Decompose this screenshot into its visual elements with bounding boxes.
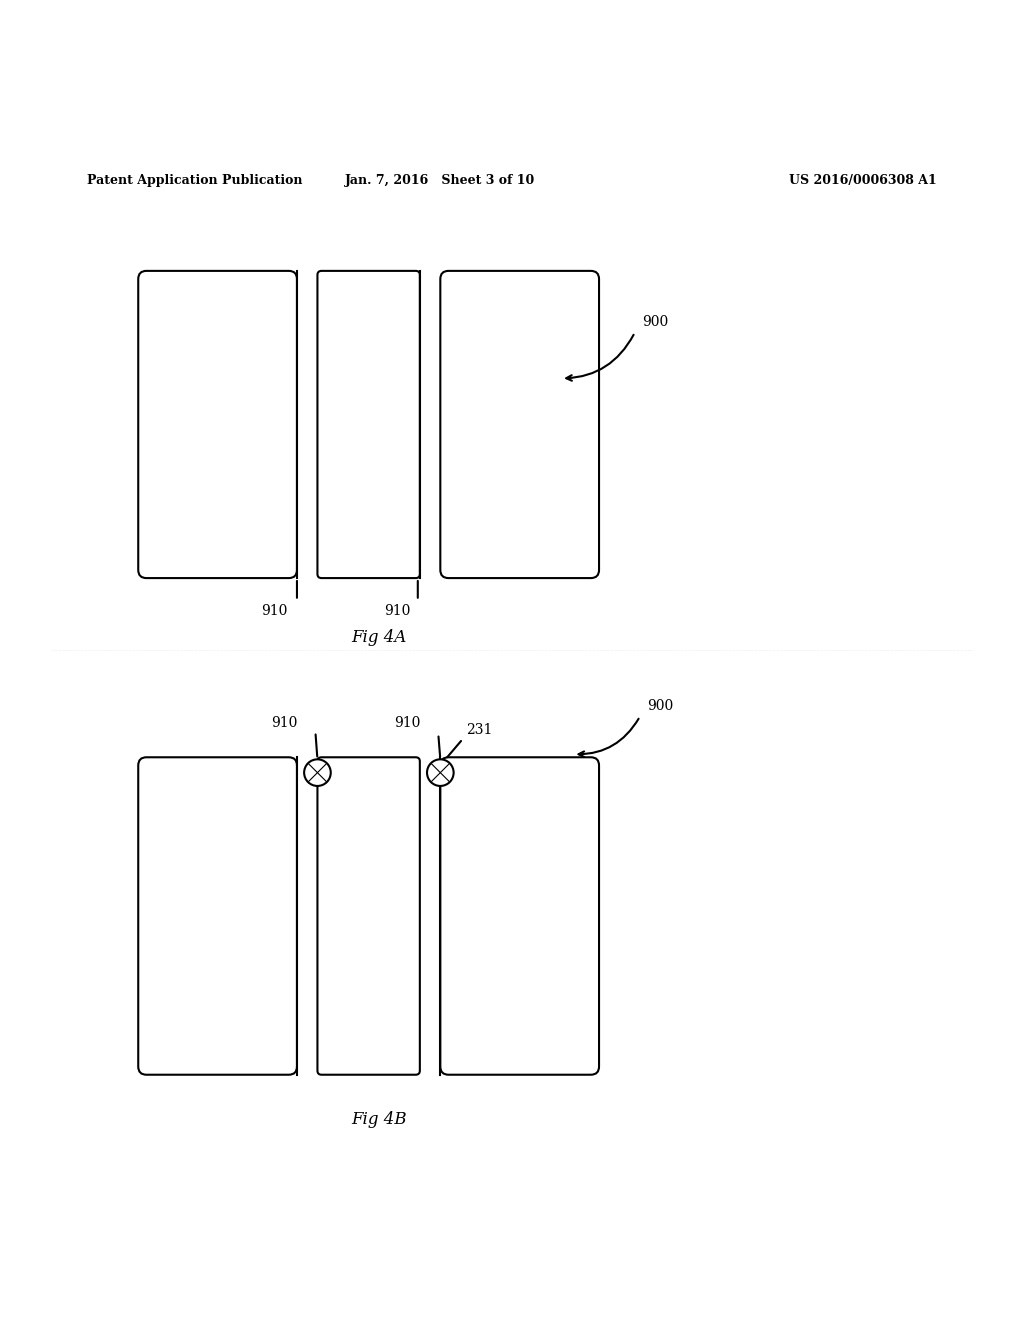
FancyBboxPatch shape <box>138 271 297 578</box>
Text: Jan. 7, 2016   Sheet 3 of 10: Jan. 7, 2016 Sheet 3 of 10 <box>345 174 536 186</box>
Text: 900: 900 <box>642 315 669 329</box>
Text: 910: 910 <box>394 715 421 730</box>
Text: 910: 910 <box>271 715 298 730</box>
Text: US 2016/0006308 A1: US 2016/0006308 A1 <box>790 174 937 186</box>
Text: Fig 4A: Fig 4A <box>351 630 407 647</box>
Circle shape <box>427 759 454 785</box>
Text: Fig 4B: Fig 4B <box>351 1110 407 1127</box>
FancyBboxPatch shape <box>138 758 297 1074</box>
Text: Patent Application Publication: Patent Application Publication <box>87 174 302 186</box>
FancyBboxPatch shape <box>440 271 599 578</box>
Text: 910: 910 <box>384 603 411 618</box>
Text: 900: 900 <box>647 700 674 713</box>
FancyBboxPatch shape <box>317 271 420 578</box>
Text: 910: 910 <box>261 603 288 618</box>
FancyBboxPatch shape <box>440 758 599 1074</box>
Text: 231: 231 <box>466 723 493 737</box>
Circle shape <box>304 759 331 785</box>
FancyBboxPatch shape <box>317 758 420 1074</box>
